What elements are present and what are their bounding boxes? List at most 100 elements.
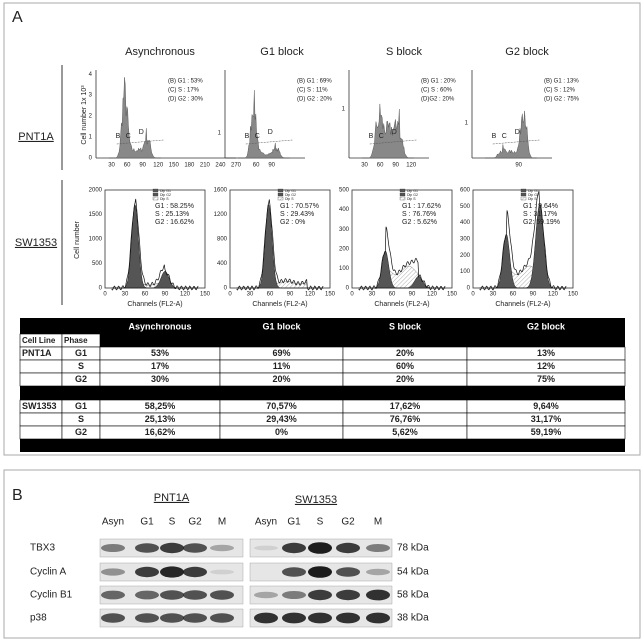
x-tick-label: 180	[184, 163, 195, 169]
stat-text: S : 29.43%	[280, 211, 314, 218]
x-tick-label: 0	[228, 292, 232, 298]
x-axis-label: Channels (FL2-A)	[127, 301, 182, 308]
y-tick-label: 2	[89, 114, 93, 120]
stat-text: S : 31.17%	[523, 211, 557, 218]
x-tick-label: 60	[124, 163, 131, 169]
stat-text: G2 : 5.62%	[402, 219, 437, 226]
table-cell-text: 76,76%	[390, 414, 421, 424]
x-tick-label: 60	[510, 292, 517, 298]
table-cell-text: 75%	[537, 374, 555, 384]
y-tick-label: 500	[92, 261, 103, 267]
lane-label: M	[374, 517, 382, 528]
lane-label: Asyn	[255, 517, 277, 528]
y-tick-label: 4	[89, 72, 93, 78]
table-cell-text: 31,17%	[531, 414, 562, 424]
y-tick-label: 100	[460, 269, 471, 275]
y-tick-label: 1600	[214, 188, 228, 194]
blot-band	[160, 613, 184, 623]
table-cell-text: 17,62%	[390, 401, 421, 411]
x-tick-label: 30	[369, 292, 376, 298]
y-axis-label: Cell number	[74, 220, 81, 258]
x-tick-label: 120	[406, 163, 417, 169]
y-tick-label: 400	[460, 220, 471, 226]
table-cell	[466, 425, 626, 440]
legend-swatch	[152, 188, 159, 193]
x-tick-label: 60	[377, 163, 384, 169]
cell-line: PNT1A	[22, 348, 52, 358]
legend-swatch	[152, 196, 159, 201]
x-tick-label: 60	[253, 163, 260, 169]
peak-label: D	[139, 129, 144, 136]
legend-label: Dip G2	[160, 193, 171, 197]
legend-swatch	[152, 192, 159, 197]
x-tick-label: 90	[515, 163, 522, 169]
lane-label: G1	[140, 517, 154, 528]
blot-band	[308, 566, 332, 578]
y-tick-label: 1	[342, 107, 346, 113]
legend-label: Dip G1	[160, 189, 171, 193]
stat-text: S : 76.76%	[402, 211, 436, 218]
gate-line	[492, 139, 540, 145]
x-tick-label: 120	[153, 163, 164, 169]
x-tick-label: 0	[471, 292, 475, 298]
peak-label: B	[492, 133, 497, 140]
table-cell-text: S	[78, 361, 84, 371]
legend-label: Dip G1	[528, 189, 539, 193]
stat-text: (D)G2 : 20%	[421, 97, 455, 103]
row-label: PNT1A	[18, 131, 54, 143]
blot-band	[160, 590, 184, 600]
table-cell-text: 59,19%	[531, 427, 562, 437]
stat-text: (B) G1 : 20%	[421, 79, 456, 85]
table-cell-text: 58,25%	[145, 401, 176, 411]
table-cell-text: 12%	[537, 361, 555, 371]
stat-text: (C) S : 12%	[544, 88, 576, 94]
table-cell-text: 20%	[396, 348, 414, 358]
y-tick-label: 1500	[89, 212, 103, 218]
table-cell	[19, 412, 63, 427]
blot-band	[336, 612, 360, 624]
peak-label: C	[126, 133, 131, 140]
blot-band	[135, 566, 159, 578]
blot-band	[101, 613, 125, 623]
table-cell-text: S	[78, 414, 84, 424]
y-tick-label: 1000	[89, 237, 103, 243]
legend-label: Dip G1	[285, 189, 296, 193]
histogram	[361, 103, 414, 159]
protein-label: TBX3	[30, 543, 55, 554]
y-tick-label: 1	[89, 135, 93, 141]
size-label: 58 kDa	[397, 590, 429, 601]
blot-band	[210, 569, 234, 575]
legend-swatch	[277, 188, 284, 193]
table-cell-text: 70,57%	[266, 401, 297, 411]
table-cell-text: 9,64%	[533, 401, 559, 411]
table-cell-text: 0%	[275, 427, 288, 437]
lane-label: M	[218, 517, 226, 528]
x-tick-label: 90	[287, 292, 294, 298]
x-tick-label: 0	[350, 292, 354, 298]
y-tick-label: 200	[339, 246, 350, 252]
blot-band	[183, 543, 207, 553]
y-tick-label: 500	[339, 188, 350, 194]
blot-band	[160, 542, 184, 554]
size-label: 38 kDa	[397, 613, 429, 624]
table-cell-text: 20%	[396, 374, 414, 384]
table-cell-text: G1	[75, 401, 87, 411]
blot-band	[210, 544, 234, 552]
table-cell-text: 53%	[151, 348, 169, 358]
blot-band	[210, 613, 234, 623]
legend-label: Dip G2	[407, 193, 418, 197]
legend-swatch	[399, 196, 406, 201]
peak-label: B	[369, 133, 374, 140]
column-header: G1 block	[260, 46, 304, 58]
x-tick-label: 120	[180, 292, 191, 298]
y-tick-label: 400	[217, 261, 228, 267]
x-tick-label: 90	[139, 163, 146, 169]
y-tick-label: 1	[218, 130, 222, 136]
blot-band	[135, 613, 159, 623]
stat-text: (D) G2 : 30%	[168, 97, 204, 103]
y-tick-label: 100	[339, 266, 350, 272]
y-tick-label: 0	[224, 286, 228, 292]
histogram	[484, 110, 537, 159]
blot-band	[366, 544, 390, 552]
table-header: Phase	[64, 336, 88, 345]
